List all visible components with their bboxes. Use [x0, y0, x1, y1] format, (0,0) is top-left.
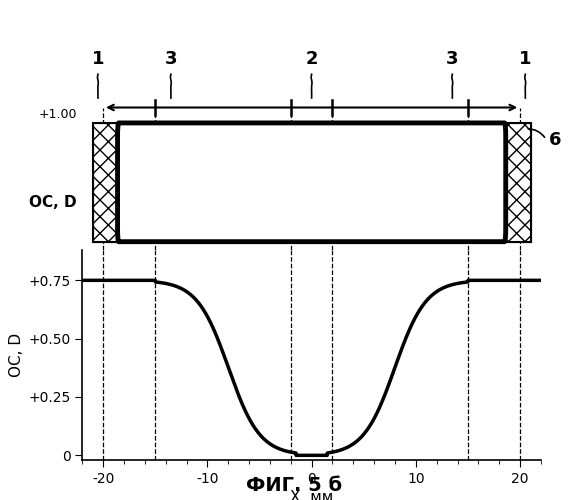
- Text: 2: 2: [305, 50, 318, 68]
- Text: +1.00: +1.00: [39, 108, 77, 120]
- Bar: [93, 123, 530, 242]
- Text: 1: 1: [519, 50, 532, 68]
- Text: 6: 6: [549, 130, 562, 148]
- Bar: [93, 123, 530, 242]
- Y-axis label: ОС, D: ОС, D: [9, 333, 24, 377]
- FancyBboxPatch shape: [118, 123, 506, 242]
- X-axis label: X, мм: X, мм: [290, 490, 333, 500]
- Text: ОС, D: ОС, D: [29, 195, 77, 210]
- Text: ФИГ. 5 б: ФИГ. 5 б: [246, 476, 342, 495]
- Text: 3: 3: [446, 50, 459, 68]
- Text: 3: 3: [165, 50, 177, 68]
- Text: 1: 1: [92, 50, 104, 68]
